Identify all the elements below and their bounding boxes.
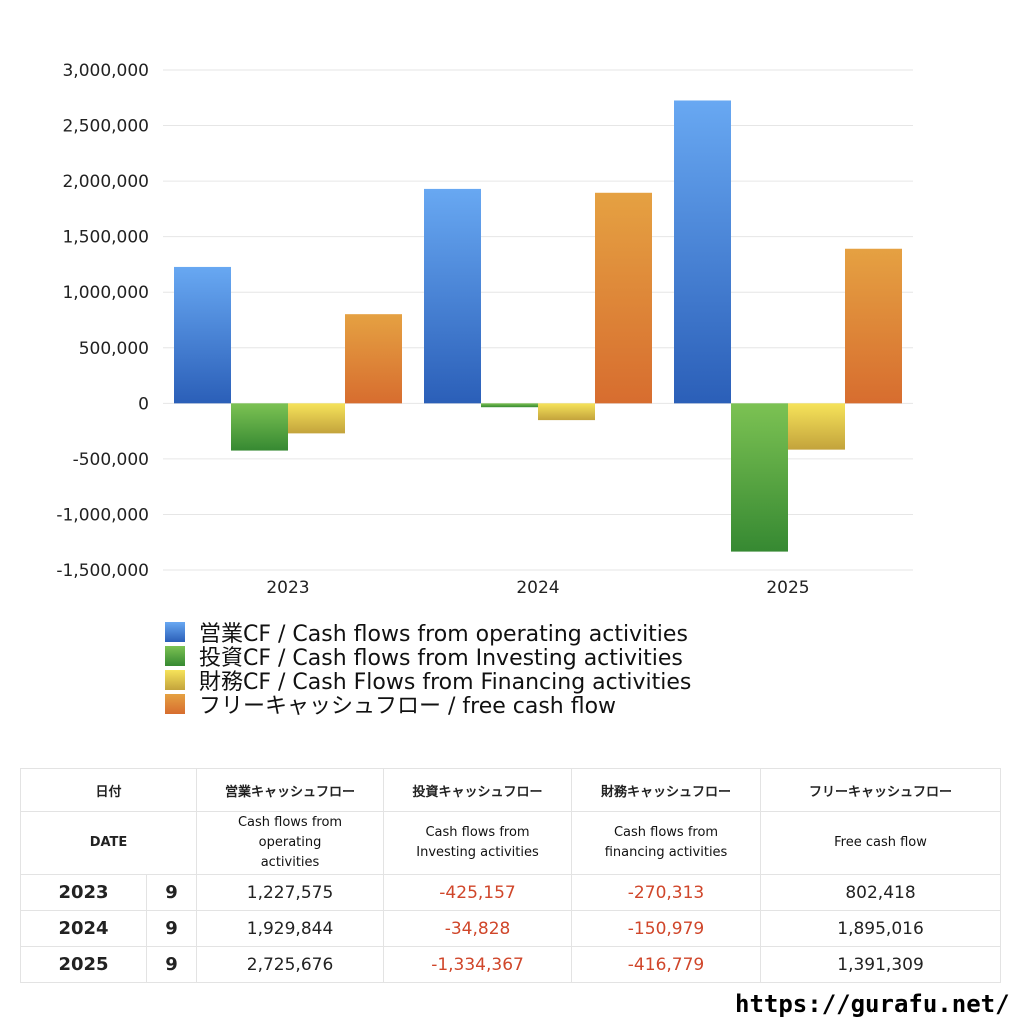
site-url[interactable]: https://gurafu.net/ <box>735 990 1010 1018</box>
x-tick-label: 2025 <box>766 578 809 598</box>
row-year: 2024 <box>20 910 147 947</box>
row-inv: -425,157 <box>383 874 573 911</box>
y-tick-label: 2,500,000 <box>62 117 149 137</box>
cash-flow-table: 日付 営業キャッシュフロー 投資キャッシュフロー 財務キャッシュフロー フリーキ… <box>19 768 1002 983</box>
header-inv-jp: 投資キャッシュフロー <box>383 768 573 812</box>
header-date-en: DATE <box>19 811 198 875</box>
row-op: 2,725,676 <box>196 946 385 983</box>
bar-operating-2023 <box>174 266 231 404</box>
table-row: 2023 9 1,227,575 -425,157 -270,313 802,4… <box>20 874 1002 911</box>
header-free-jp: フリーキャッシュフロー <box>760 768 1002 812</box>
legend-label-operating: 営業CF / Cash flows from operating activit… <box>199 622 688 647</box>
row-fin: -416,779 <box>571 946 762 983</box>
bar-free-2023 <box>345 314 402 404</box>
legend-item-operating: 営業CF / Cash flows from operating activit… <box>165 620 691 647</box>
row-year: 2023 <box>20 874 147 911</box>
header-fin-jp: 財務キャッシュフロー <box>571 768 762 812</box>
row-op: 1,227,575 <box>196 874 385 911</box>
row-year: 2025 <box>20 946 147 983</box>
table-row: 2024 9 1,929,844 -34,828 -150,979 1,895,… <box>20 910 1002 947</box>
row-free: 1,895,016 <box>760 910 1002 947</box>
bar-financing-2023 <box>288 403 345 434</box>
y-tick-label: 1,000,000 <box>62 283 149 303</box>
row-inv: -34,828 <box>383 910 573 947</box>
legend-swatch-financing <box>165 670 185 690</box>
row-inv: -1,334,367 <box>383 946 573 983</box>
legend-label-investing: 投資CF / Cash flows from Investing activit… <box>199 646 683 671</box>
legend-swatch-free <box>165 694 185 714</box>
y-tick-label: 0 <box>138 394 149 414</box>
bar-financing-2025 <box>788 403 845 450</box>
y-tick-label: -1,000,000 <box>56 505 149 525</box>
x-tick-label: 2023 <box>266 578 309 598</box>
legend-label-financing: 財務CF / Cash Flows from Financing activit… <box>199 670 692 695</box>
row-op: 1,929,844 <box>196 910 385 947</box>
legend-item-free: フリーキャッシュフロー / free cash flow <box>165 692 691 719</box>
header-fin-en: Cash flows from financing activities <box>571 811 762 875</box>
header-inv-en: Cash flows from Investing activities <box>383 811 573 875</box>
bar-operating-2025 <box>674 100 731 404</box>
y-tick-label: 500,000 <box>79 339 149 359</box>
bar-investing-2025 <box>731 403 788 552</box>
legend-swatch-investing <box>165 646 185 666</box>
header-op-jp: 営業キャッシュフロー <box>196 768 385 812</box>
cash-flow-bar-chart: 3,000,000 2,500,000 2,000,000 1,500,000 1,00… <box>56 61 913 598</box>
table-row: 2025 9 2,725,676 -1,334,367 -416,779 1,3… <box>20 946 1002 983</box>
row-month: 9 <box>145 874 198 911</box>
table-header-en: DATE Cash flows from operating activitie… <box>19 811 1002 875</box>
row-free: 1,391,309 <box>760 946 1002 983</box>
chart-legend: 営業CF / Cash flows from operating activit… <box>165 620 691 719</box>
legend-item-financing: 財務CF / Cash Flows from Financing activit… <box>165 668 691 695</box>
row-month: 9 <box>145 910 198 947</box>
legend-swatch-operating <box>165 622 185 642</box>
y-tick-label: 1,500,000 <box>62 228 149 248</box>
row-fin: -270,313 <box>571 874 762 911</box>
x-tick-label: 2024 <box>516 578 559 598</box>
legend-item-investing: 投資CF / Cash flows from Investing activit… <box>165 644 691 671</box>
legend-label-free: フリーキャッシュフロー / free cash flow <box>199 694 617 719</box>
bar-free-2024 <box>595 192 652 404</box>
row-free: 802,418 <box>760 874 1002 911</box>
row-fin: -150,979 <box>571 910 762 947</box>
header-free-en: Free cash flow <box>760 811 1002 875</box>
header-op-en: Cash flows from operating activities <box>196 811 385 875</box>
table-header-jp: 日付 営業キャッシュフロー 投資キャッシュフロー 財務キャッシュフロー フリーキ… <box>19 768 1002 812</box>
y-tick-label: -500,000 <box>73 450 149 470</box>
y-tick-label: 3,000,000 <box>62 61 149 81</box>
y-tick-label: -1,500,000 <box>56 561 149 581</box>
bar-investing-2024 <box>481 403 538 408</box>
bar-free-2025 <box>845 248 902 404</box>
y-tick-label: 2,000,000 <box>62 172 149 192</box>
header-date-jp: 日付 <box>19 768 198 812</box>
bar-investing-2023 <box>231 403 288 451</box>
row-month: 9 <box>145 946 198 983</box>
bar-operating-2024 <box>424 188 481 404</box>
bar-financing-2024 <box>538 403 595 421</box>
